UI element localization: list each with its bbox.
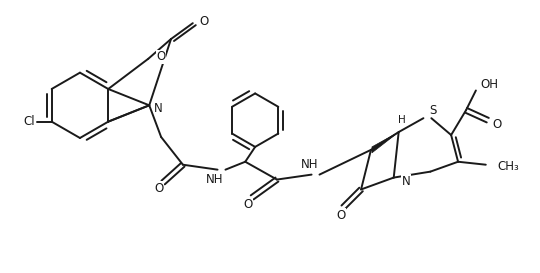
Text: O: O — [492, 118, 502, 130]
Text: O: O — [200, 15, 209, 28]
Text: NH: NH — [206, 173, 224, 186]
Text: N: N — [402, 175, 410, 188]
Text: OH: OH — [481, 78, 499, 91]
Text: S: S — [429, 104, 437, 117]
Text: O: O — [336, 209, 346, 222]
Text: CH₃: CH₃ — [498, 160, 519, 173]
Text: N: N — [154, 102, 163, 115]
Polygon shape — [372, 132, 399, 153]
Text: O: O — [244, 198, 253, 211]
Text: NH: NH — [301, 158, 319, 171]
Text: O: O — [156, 50, 165, 63]
Text: O: O — [154, 182, 164, 195]
Text: H: H — [398, 115, 406, 125]
Text: Cl: Cl — [23, 115, 35, 128]
